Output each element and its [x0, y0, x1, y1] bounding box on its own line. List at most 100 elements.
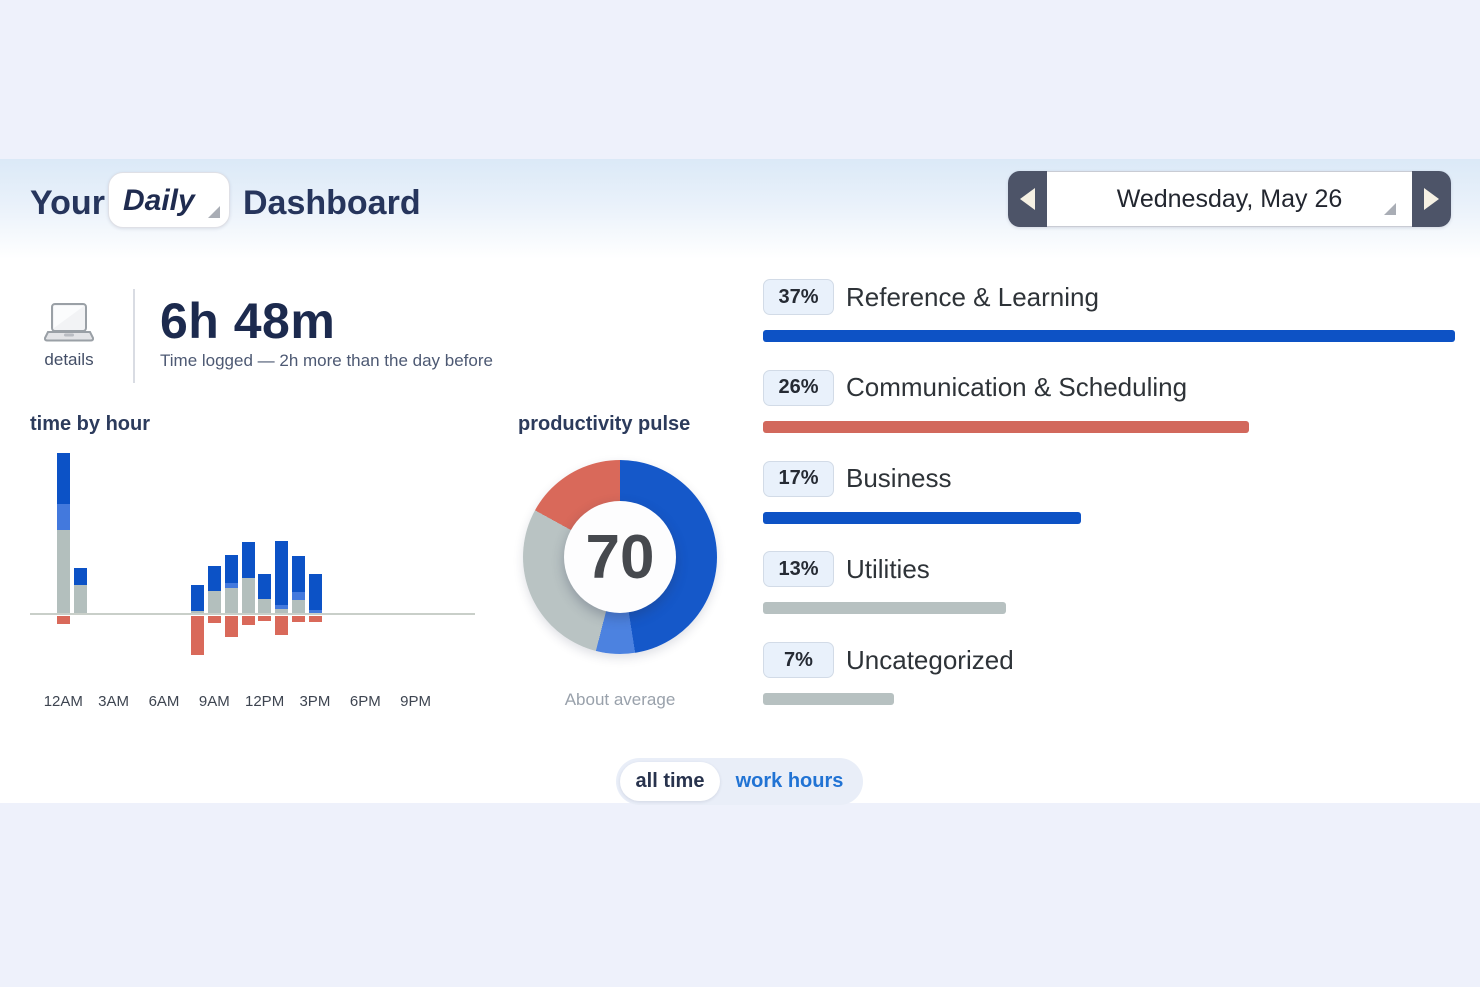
bar-segment-productive_blue — [241, 542, 255, 578]
bar-segment-somewhat_productive_blue — [275, 605, 288, 609]
hour-bar-negative-2pm[interactable] — [291, 616, 305, 622]
laptop-icon[interactable] — [43, 301, 95, 350]
x-axis-tick-label: 9PM — [400, 693, 432, 710]
category-row-header: 13% Utilities — [763, 551, 1455, 588]
category-percent-badge: 13% — [763, 551, 834, 588]
category-bar — [763, 693, 894, 705]
arrow-right-icon — [1424, 188, 1439, 210]
x-axis-tick-label: 12PM — [245, 693, 285, 710]
category-label: Reference & Learning — [846, 281, 1099, 312]
hour-bar-2pm[interactable] — [291, 556, 305, 613]
page-title-prefix: Your — [30, 184, 105, 222]
productivity-pulse-title: productivity pulse — [518, 413, 691, 435]
bar-segment-productive_blue — [291, 556, 305, 592]
bar-segment-neutral_gray — [224, 588, 238, 613]
bar-segment-somewhat_productive_blue — [291, 592, 305, 600]
x-axis-tick-label: 6PM — [349, 693, 381, 710]
toggle-option-all-time[interactable]: all time — [620, 762, 720, 801]
time-logged-value: 6h 48m — [160, 293, 336, 349]
category-percent-badge: 37% — [763, 279, 834, 315]
hour-bar-10am[interactable] — [224, 555, 238, 613]
category-row-3: 17% Business — [763, 460, 1455, 524]
date-label: Wednesday, May 26 — [1116, 184, 1343, 213]
bar-segment-somewhat_productive_blue — [308, 610, 322, 613]
bar-segment-neutral_gray — [275, 609, 288, 613]
hour-bar-9am[interactable] — [207, 566, 221, 613]
period-selector-dropdown[interactable]: Daily — [108, 172, 230, 228]
bar-segment-productive_blue — [308, 574, 322, 610]
hour-bar-11am[interactable] — [241, 542, 255, 613]
details-link[interactable]: details — [44, 350, 94, 369]
category-row-header: 17% Business — [763, 460, 1455, 497]
toggle-option-work-hours[interactable]: work hours — [720, 762, 859, 801]
category-row-4: 13% Utilities — [763, 551, 1455, 615]
time-by-hour-title: time by hour — [30, 413, 151, 435]
category-label: Uncategorized — [846, 644, 1014, 675]
hour-bar-negative-10am[interactable] — [224, 616, 238, 637]
bar-segment-productive_blue — [275, 541, 288, 605]
hour-bar-negative-8am[interactable] — [191, 616, 205, 655]
category-label: Business — [846, 463, 952, 493]
productivity-pulse-donut: 70 — [523, 460, 717, 654]
hour-bar-1pm[interactable] — [275, 541, 288, 613]
hour-bar-3pm[interactable] — [308, 574, 322, 613]
period-selector-label: Daily — [123, 184, 195, 217]
category-bar — [763, 330, 1455, 342]
time-by-hour-chart: 12AM 3AM 6AM 9AM 12PM 3PM 6PM 9PM — [30, 450, 475, 712]
x-axis-tick-label: 12AM — [43, 693, 83, 710]
time-logged-subtitle: Time logged — 2h more than the day befor… — [160, 351, 493, 370]
category-percent-badge: 7% — [763, 642, 834, 678]
next-day-button[interactable] — [1412, 171, 1451, 227]
category-percent-badge: 26% — [763, 369, 834, 406]
bar-segment-neutral_gray — [73, 585, 87, 613]
bar-segment-neutral_gray — [241, 578, 255, 613]
bar-segment-neutral_gray — [207, 591, 221, 613]
hour-bar-12pm[interactable] — [258, 574, 272, 613]
category-row-5: 7% Uncategorized — [763, 642, 1455, 705]
category-label: Utilities — [846, 553, 930, 584]
dropdown-corner-icon — [208, 206, 220, 218]
hour-bar-negative-1pm[interactable] — [275, 616, 288, 635]
category-label: Communication & Scheduling — [846, 372, 1188, 403]
hour-bar-negative-3pm[interactable] — [308, 616, 322, 622]
category-percent-badge: 17% — [763, 460, 834, 497]
previous-day-button[interactable] — [1008, 171, 1047, 227]
background-footer-band — [0, 803, 1480, 987]
category-row-header: 37% Reference & Learning — [763, 279, 1455, 315]
hour-bar-8am[interactable] — [191, 585, 205, 613]
hour-bar-1am[interactable] — [73, 568, 87, 613]
date-navigator: Wednesday, May 26 — [1008, 171, 1451, 227]
category-row-1: 37% Reference & Learning — [763, 279, 1455, 342]
category-bar — [763, 420, 1249, 433]
bar-segment-productive_blue — [224, 555, 238, 583]
x-axis-tick-label: 3PM — [299, 693, 331, 710]
x-axis-tick-label: 3AM — [98, 693, 130, 710]
background-top-band — [0, 0, 1480, 159]
donut-center: 70 — [564, 501, 676, 613]
pulse-score: 70 — [585, 522, 655, 592]
category-row-2: 26% Communication & Scheduling — [763, 369, 1455, 433]
bar-segment-neutral_gray — [291, 600, 305, 613]
bar-segment-neutral_gray — [57, 530, 70, 613]
x-axis-tick-label: 6AM — [148, 693, 180, 710]
hour-bar-negative-11am[interactable] — [241, 616, 255, 625]
hour-bar-negative-12pm[interactable] — [258, 616, 272, 621]
x-axis-tick-label: 9AM — [198, 693, 230, 710]
bar-segment-productive_blue — [191, 585, 205, 611]
time-scope-toggle: all time work hours — [616, 758, 863, 805]
page-title-suffix: Dashboard — [243, 184, 421, 222]
hour-bar-12am[interactable] — [57, 453, 70, 613]
chart-x-axis-line — [30, 613, 475, 615]
bar-segment-productive_blue — [73, 568, 87, 585]
bar-segment-neutral_gray — [258, 599, 272, 613]
arrow-left-icon — [1020, 188, 1035, 210]
hour-bar-negative-12am[interactable] — [57, 616, 70, 624]
category-bar — [763, 602, 1006, 615]
date-dropdown[interactable]: Wednesday, May 26 — [1047, 171, 1412, 227]
bar-segment-somewhat_productive_blue — [224, 583, 238, 588]
hour-bar-negative-9am[interactable] — [207, 616, 221, 623]
category-bar — [763, 511, 1081, 524]
bar-segment-somewhat_productive_blue — [57, 504, 70, 530]
bar-segment-productive_blue — [258, 574, 272, 599]
